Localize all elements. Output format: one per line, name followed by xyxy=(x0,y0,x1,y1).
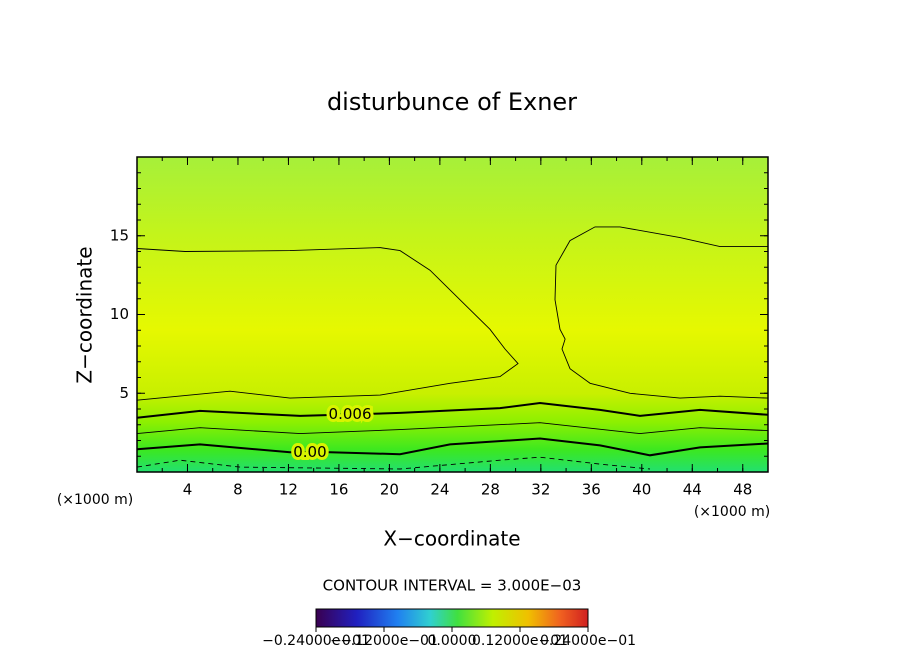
colorbar-label: 0.12000e−01 xyxy=(472,633,568,649)
contour-line xyxy=(136,422,769,435)
y-axis-label: Z−coordinate xyxy=(73,246,97,383)
x-tick-label: 48 xyxy=(733,481,752,499)
contour-label: 0.00 xyxy=(293,443,326,461)
colorbar-label: −0.24000e−01 xyxy=(262,633,370,649)
contour-line xyxy=(136,456,651,470)
x-unit-label: (×1000 m) xyxy=(57,492,133,508)
x-tick-label: 12 xyxy=(279,481,298,499)
x-tick-label: 4 xyxy=(183,481,193,499)
contour-interval: CONTOUR INTERVAL = 3.000E−03 xyxy=(323,577,582,595)
y-tick-label: 10 xyxy=(110,305,129,323)
contour-line xyxy=(136,437,769,457)
y-tick-label: 5 xyxy=(119,384,129,402)
x-tick-label: 8 xyxy=(233,481,243,499)
x-axis-label: X−coordinate xyxy=(383,527,520,551)
contour-label: 0.006 xyxy=(329,405,372,423)
field-fill xyxy=(137,157,768,472)
x-tick-label: 36 xyxy=(582,481,601,499)
x-tick-label: 28 xyxy=(481,481,500,499)
y-tick-label: 15 xyxy=(110,226,129,244)
colorbar-label: 0.0000 xyxy=(428,633,477,649)
x-tick-label: 40 xyxy=(632,481,651,499)
colorbar xyxy=(315,608,589,628)
contour-line xyxy=(554,226,769,399)
chart-title: disturbunce of Exner xyxy=(327,88,577,116)
x-tick-label: 44 xyxy=(683,481,702,499)
contour-line xyxy=(136,247,519,401)
x-tick-label: 32 xyxy=(531,481,550,499)
x-tick-label: 24 xyxy=(430,481,449,499)
x-unit-label: (×1000 m) xyxy=(694,504,770,520)
colorbar-label: −0.12000e−01 xyxy=(330,633,438,649)
x-tick-label: 20 xyxy=(380,481,399,499)
colorbar-label: 0.24000e−01 xyxy=(540,633,636,649)
x-tick-label: 16 xyxy=(329,481,348,499)
contour-line xyxy=(136,401,769,419)
